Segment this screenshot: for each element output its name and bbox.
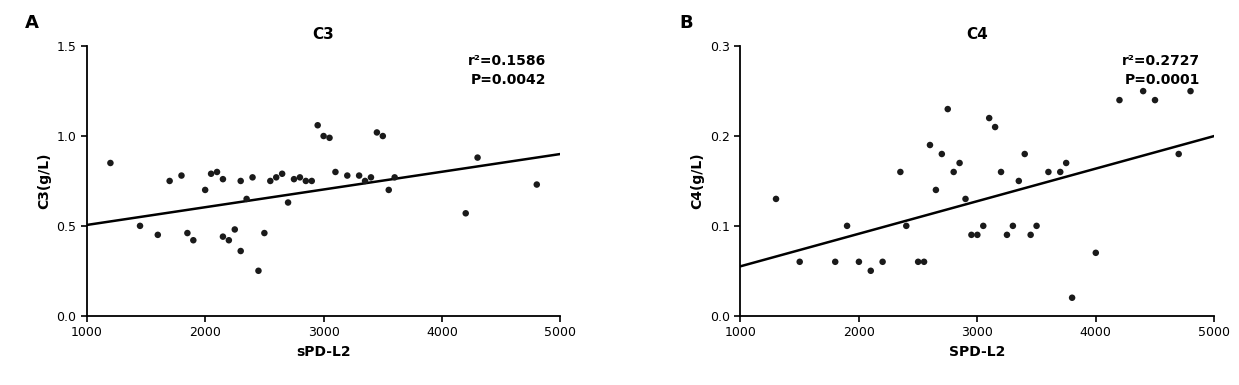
Point [1009, 178, 1028, 184]
Point [979, 115, 999, 121]
Point [955, 196, 975, 202]
Point [183, 237, 203, 243]
Point [914, 259, 934, 265]
Point [224, 226, 244, 233]
Text: r²=0.1586
P=0.0042: r²=0.1586 P=0.0042 [468, 54, 546, 87]
Point [1027, 223, 1047, 229]
Point [260, 178, 280, 184]
Point [838, 223, 857, 229]
Point [861, 268, 881, 274]
Point [196, 187, 216, 193]
Point [367, 129, 387, 136]
Point [147, 232, 167, 238]
Point [968, 232, 987, 238]
Point [921, 142, 940, 148]
X-axis label: SPD-L2: SPD-L2 [949, 345, 1006, 359]
Point [1181, 88, 1201, 94]
Point [290, 174, 310, 181]
Point [766, 196, 786, 202]
Point [201, 171, 221, 177]
Point [467, 154, 487, 161]
Point [302, 178, 322, 184]
Point [872, 259, 892, 265]
Point [944, 169, 964, 175]
Text: r²=0.2727
P=0.0001: r²=0.2727 P=0.0001 [1121, 54, 1201, 87]
Point [230, 248, 250, 254]
Point [130, 223, 150, 229]
Point [385, 174, 405, 181]
Point [254, 230, 274, 236]
Point [379, 187, 399, 193]
Point [266, 174, 286, 181]
Point [926, 187, 945, 193]
Y-axis label: C3(g/L): C3(g/L) [37, 153, 51, 209]
Point [1051, 169, 1070, 175]
Point [207, 169, 227, 175]
Point [456, 210, 476, 216]
Y-axis label: C4(g/L): C4(g/L) [690, 152, 705, 209]
Point [938, 106, 958, 112]
Point [961, 232, 981, 238]
Point [991, 169, 1011, 175]
Point [349, 172, 369, 179]
Text: A: A [25, 14, 38, 32]
Point [789, 259, 809, 265]
Point [171, 172, 191, 179]
Point [361, 174, 380, 181]
Point [320, 135, 339, 141]
Point [313, 133, 333, 139]
Point [284, 176, 304, 182]
Point [160, 178, 180, 184]
Point [213, 234, 233, 240]
Point [279, 199, 299, 206]
Point [1021, 232, 1041, 238]
Point [1062, 295, 1082, 301]
Point [230, 178, 250, 184]
Point [891, 169, 911, 175]
Point [974, 223, 994, 229]
Point [356, 178, 375, 184]
Title: C3: C3 [312, 27, 335, 42]
Point [949, 160, 969, 166]
Point [273, 171, 292, 177]
Point [219, 237, 239, 243]
Point [1004, 223, 1023, 229]
Point [100, 160, 120, 166]
Point [337, 172, 357, 179]
Point [373, 133, 393, 139]
Point [1057, 160, 1077, 166]
Point [896, 223, 916, 229]
Point [908, 259, 928, 265]
Point [1038, 169, 1058, 175]
Point [243, 174, 263, 181]
Point [825, 259, 845, 265]
Point [1085, 250, 1105, 256]
Point [237, 196, 256, 202]
Point [1145, 97, 1165, 103]
Point [1015, 151, 1035, 157]
Title: C4: C4 [966, 27, 989, 42]
Point [932, 151, 952, 157]
Text: B: B [679, 14, 693, 32]
Point [213, 176, 233, 182]
Point [527, 181, 546, 187]
Point [296, 178, 316, 184]
Point [1110, 97, 1130, 103]
Point [249, 268, 269, 274]
Point [1168, 151, 1188, 157]
Point [849, 259, 869, 265]
Point [177, 230, 197, 236]
X-axis label: sPD-L2: sPD-L2 [296, 345, 351, 359]
Point [985, 124, 1005, 130]
Point [1134, 88, 1154, 94]
Point [997, 232, 1017, 238]
Point [326, 169, 346, 175]
Point [307, 122, 327, 128]
